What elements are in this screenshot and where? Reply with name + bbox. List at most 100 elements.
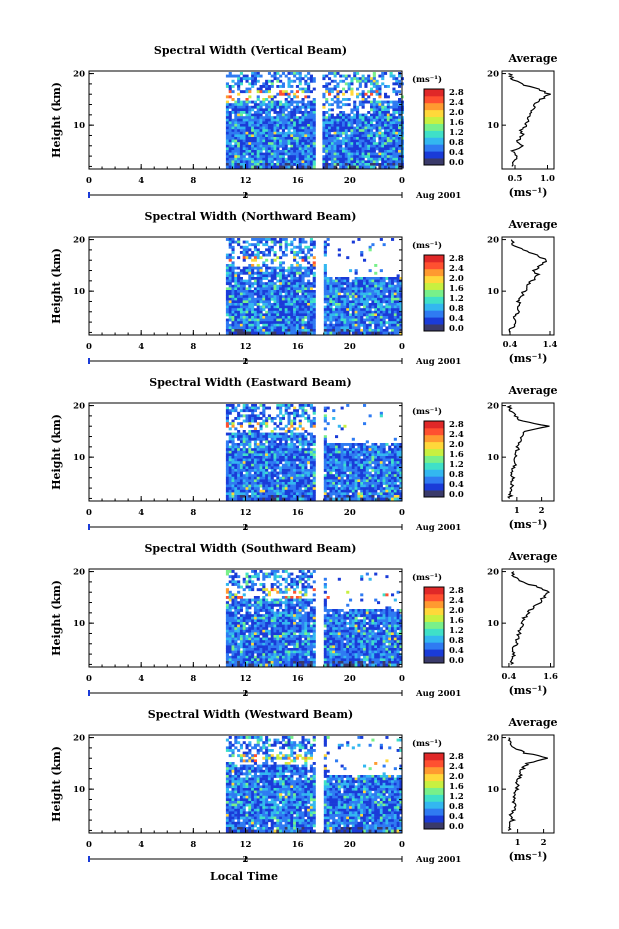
heatmap-cell [336, 113, 340, 117]
heatmap-cell [293, 287, 297, 291]
heatmap-cell [309, 74, 313, 78]
heatmap-cell [301, 77, 305, 81]
heatmap-cell [256, 240, 260, 244]
heatmap-cell [251, 155, 255, 159]
heatmap-cell [262, 264, 266, 267]
heatmap-cell [234, 118, 238, 122]
heatmap-cell [234, 284, 238, 288]
heatmap-cell [231, 157, 235, 161]
heatmap-cell [231, 85, 235, 88]
heatmap-cell [284, 98, 288, 101]
heatmap-cell [304, 129, 308, 133]
heatmap-cell [242, 287, 246, 291]
heatmap-cell [374, 313, 378, 317]
heatmap-cell [322, 95, 326, 99]
heatmap-cell [307, 95, 311, 99]
heatmap-cell [307, 269, 311, 273]
heatmap-cell [239, 422, 243, 426]
heatmap-cell [333, 157, 337, 161]
heatmap-cell [284, 484, 288, 488]
heatmap-cell [295, 251, 299, 254]
heatmap-cell [279, 142, 283, 146]
heatmap-cell [312, 98, 316, 101]
heatmap-cell [363, 469, 367, 472]
heatmap-cell [307, 450, 311, 454]
heatmap-cell [393, 290, 397, 293]
heatmap-cell [304, 308, 308, 312]
heatmap-cell [365, 479, 369, 483]
heatmap-cell [356, 142, 360, 146]
heatmap-cell [326, 313, 330, 317]
heatmap-cell [371, 476, 375, 480]
heatmap-cell [382, 456, 386, 459]
heatmap-cell [237, 105, 241, 109]
heatmap-cell [293, 489, 297, 493]
heatmap-cell [273, 316, 277, 319]
heatmap-cell [388, 321, 392, 325]
heatmap-cell [304, 456, 308, 459]
heatmap-cell [298, 74, 302, 78]
heatmap-cell [273, 474, 277, 478]
heatmap-cell [309, 318, 313, 322]
heatmap-cell [325, 121, 329, 125]
heatmap-cell [253, 271, 257, 275]
heatmap-cell [370, 126, 374, 130]
heatmap-cell [309, 116, 313, 120]
colorbar-tick-label: 2.8 [449, 254, 464, 264]
heatmap-cell [396, 313, 400, 317]
heatmap-cell [360, 450, 364, 454]
heatmap-cell [350, 79, 354, 83]
heatmap-cell [287, 297, 291, 301]
heatmap-cell [312, 79, 316, 83]
heatmap-cell [279, 160, 283, 164]
heatmap-cell [307, 90, 311, 94]
heatmap-cell [245, 461, 249, 465]
heatmap-cell [287, 137, 291, 140]
heatmap-cell [239, 290, 243, 293]
heatmap-cell [357, 300, 361, 304]
heatmap-cell [228, 105, 232, 109]
heatmap-cell [350, 152, 354, 156]
heatmap-cell [323, 437, 327, 441]
heatmap-cell [374, 445, 378, 449]
heatmap-cell [325, 165, 329, 169]
heatmap-cell [361, 77, 365, 81]
heatmap-cell [336, 124, 340, 127]
heatmap-cell [276, 274, 280, 278]
heatmap-cell [270, 443, 274, 446]
heatmap-cell [337, 476, 341, 480]
heatmap-cell [353, 103, 357, 107]
heatmap-cell [312, 466, 316, 470]
heatmap-cell [281, 284, 285, 288]
heatmap-cell [279, 484, 283, 488]
heatmap-cell [298, 144, 302, 148]
heatmap-cell [312, 292, 316, 296]
heatmap-cell [256, 471, 260, 475]
heatmap-cell [228, 121, 232, 125]
heatmap-cell [276, 329, 280, 332]
heatmap-cell [388, 448, 392, 452]
heatmap-cell [293, 297, 297, 301]
heatmap-cell [333, 160, 337, 164]
heatmap-cell [378, 118, 382, 122]
heatmap-cell [276, 79, 280, 83]
heatmap-cell [239, 474, 243, 478]
heatmap-cell [284, 331, 288, 335]
heatmap-cell [377, 292, 381, 296]
heatmap-cell [259, 440, 263, 444]
heatmap-cell [262, 495, 266, 498]
heatmap-cell [363, 305, 367, 309]
heatmap-cell [356, 157, 360, 161]
heatmap-cell [281, 126, 285, 130]
heatmap-cell [298, 310, 302, 314]
heatmap-cell [325, 118, 329, 122]
heatmap-cell [251, 295, 255, 299]
heatmap-cell [392, 105, 396, 109]
heatmap-cell [287, 329, 291, 332]
heatmap-cell [245, 111, 249, 114]
heatmap-cell [374, 316, 378, 319]
heatmap-cell [340, 458, 344, 462]
heatmap-cell [354, 329, 358, 332]
heatmap-cell [279, 157, 283, 161]
heatmap-cell [281, 131, 285, 135]
